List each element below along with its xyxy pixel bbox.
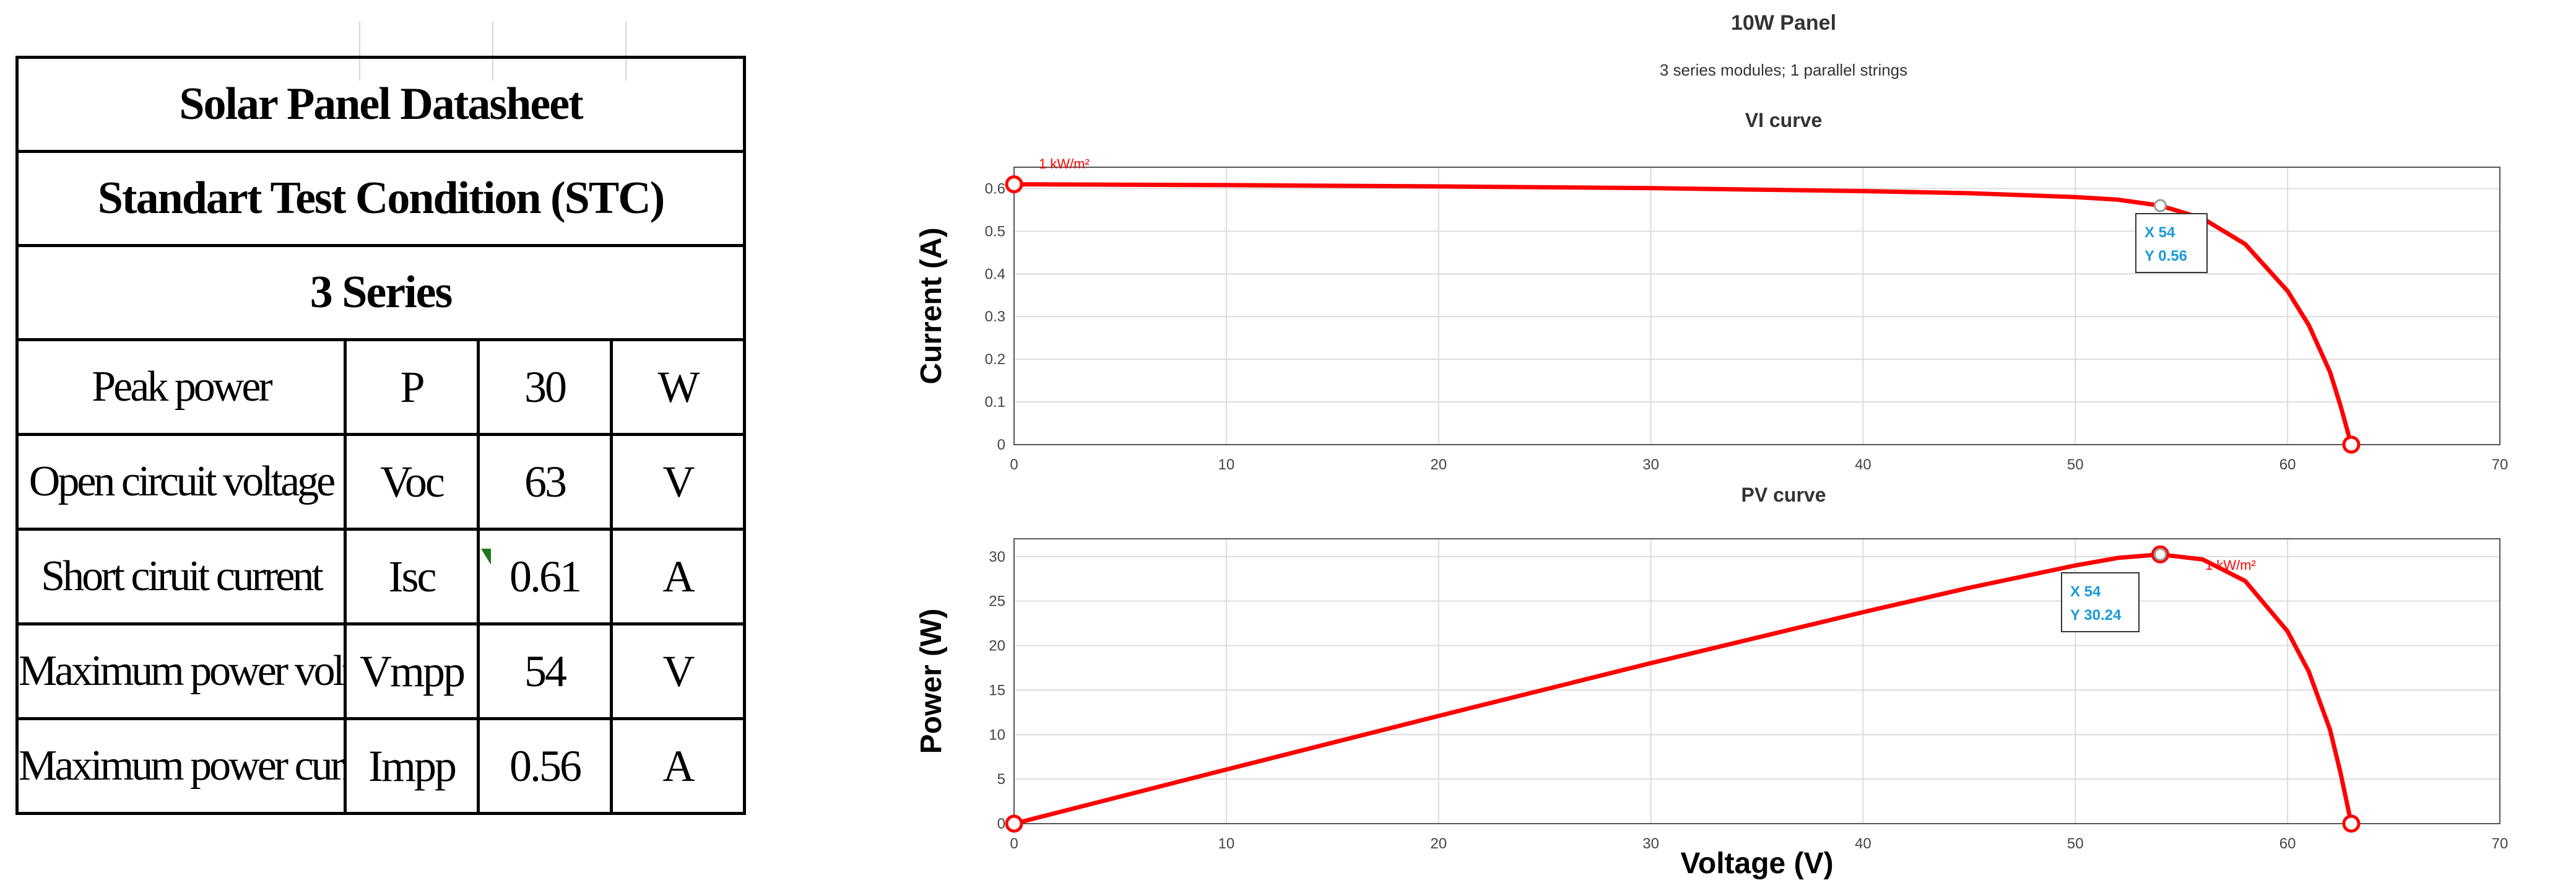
datatip-marker	[2153, 199, 2167, 212]
x-tick-label: 20	[1430, 456, 1447, 473]
data-marker	[1005, 814, 1023, 833]
x-tick-label: 30	[1642, 456, 1659, 473]
param-name: Peak power	[15, 338, 347, 436]
param-symbol: Impp	[344, 717, 480, 815]
datasheet-title: Solar Panel Datasheet	[15, 56, 747, 153]
datatip-y: Y 30.24	[2070, 607, 2122, 624]
table-row: Maximum power current Impp 0.56 A	[15, 717, 747, 815]
param-unit: A	[609, 528, 747, 625]
sheet-gridline	[492, 22, 493, 81]
data-marker	[2342, 814, 2361, 833]
param-value: 63	[477, 433, 613, 531]
x-tick-label: 30	[1642, 835, 1659, 852]
param-value: 54	[477, 622, 613, 720]
x-tick-label: 0	[1010, 456, 1018, 473]
x-tick-label: 40	[1855, 456, 1871, 473]
x-tick-label: 60	[2279, 835, 2296, 852]
y-tick-label: 10	[989, 726, 1005, 743]
y-tick-label: 0.5	[985, 223, 1005, 240]
series-line	[1013, 182, 2354, 445]
datasheet-table: Solar Panel Datasheet Standart Test Cond…	[15, 56, 747, 815]
sheet-gridline	[625, 22, 627, 81]
y-tick-label: 20	[989, 638, 1005, 655]
y-tick-label: 0	[997, 816, 1005, 832]
y-tick-label: 15	[989, 682, 1005, 699]
datatip-box	[2135, 213, 2208, 273]
y-axis-label: Power (W)	[915, 609, 948, 754]
x-tick-label: 10	[1218, 835, 1235, 852]
figure-title: 10W Panel	[1731, 11, 1836, 35]
param-unit: V	[609, 433, 747, 531]
datatip-y: Y 0.56	[2144, 248, 2187, 264]
table-row: Maximum power voltage Vmpp 54 V	[15, 622, 747, 720]
param-unit: W	[609, 338, 747, 436]
data-marker	[1005, 175, 1023, 194]
y-tick-label: 0.3	[985, 308, 1005, 325]
x-tick-label: 50	[2067, 456, 2084, 473]
param-symbol: P	[344, 338, 480, 436]
x-tick-label: 70	[2492, 835, 2509, 852]
figure-svg: 10W Panel 3 series modules; 1 parallel s…	[915, 11, 2509, 880]
y-tick-label: 25	[989, 593, 1005, 610]
series-line	[1013, 552, 2354, 826]
x-tick-label: 40	[1855, 835, 1871, 852]
param-value: 0.56	[477, 717, 613, 815]
datatip-x: X 54	[2070, 583, 2101, 600]
x-axis-label: Voltage (V)	[1680, 847, 1833, 880]
param-symbol: Voc	[344, 433, 480, 531]
y-tick-label: 5	[997, 771, 1005, 788]
x-tick-label: 0	[1010, 835, 1018, 852]
y-tick-label: 0.4	[985, 266, 1005, 282]
pv-chart: 0 10 20 30 40 50 60 70 0 5 10 15 20 25 30 Power (W) Volt…	[915, 538, 2509, 880]
param-name: Maximum power voltage	[15, 622, 347, 720]
datatip-marker	[2153, 547, 2167, 561]
x-tick-label: 70	[2492, 456, 2509, 473]
datatip-box	[2061, 572, 2140, 632]
plot-area	[1013, 167, 2500, 445]
x-tick-label: 20	[1430, 835, 1447, 852]
param-symbol: Vmpp	[344, 622, 480, 720]
table-row: Open circuit voltage Voc 63 V	[15, 433, 747, 531]
y-tick-label: 0.6	[985, 180, 1005, 197]
series-label: 1 kW/m²	[2205, 557, 2256, 573]
param-name: Maximum power current	[15, 717, 347, 815]
param-unit: A	[609, 717, 747, 815]
datasheet-condition: Standart Test Condition (STC)	[15, 150, 747, 247]
x-tick-label: 60	[2279, 456, 2296, 473]
series-label: 1 kW/m²	[1039, 156, 1090, 172]
y-tick-label: 0.1	[985, 394, 1005, 411]
plot-area	[1013, 538, 2500, 824]
sheet-gridline	[359, 22, 360, 81]
y-tick-label: 0.2	[985, 351, 1005, 368]
x-tick-label: 10	[1218, 456, 1235, 473]
y-tick-label: 30	[989, 549, 1005, 565]
pv-chart-title: PV curve	[1741, 484, 1826, 506]
figure-subtitle: 3 series modules; 1 parallel strings	[1660, 61, 1907, 79]
vi-chart: 0 10 20 30 40 50 60 70 0 0.1 0.2 0.3 0.4 0.5 0.6 Curren…	[915, 156, 2508, 473]
y-axis-label: Current (A)	[915, 227, 948, 384]
figure: 10W Panel 3 series modules; 1 parallel s…	[898, 0, 2576, 890]
param-value: 0.61	[477, 528, 613, 625]
param-value: 30	[477, 338, 613, 436]
param-name: Short ciruit current	[15, 528, 347, 625]
param-unit: V	[609, 622, 747, 720]
x-tick-label: 50	[2067, 835, 2084, 852]
y-tick-label: 0	[997, 437, 1005, 453]
datasheet-series: 3 Series	[15, 244, 747, 341]
data-marker	[2342, 435, 2361, 454]
param-symbol: Isc	[344, 528, 480, 625]
param-name: Open circuit voltage	[15, 433, 347, 531]
vi-chart-title: VI curve	[1745, 109, 1823, 131]
datatip-x: X 54	[2144, 224, 2175, 241]
table-row: Peak power P 30 W	[15, 338, 747, 436]
table-row: Short ciruit current Isc 0.61 A	[15, 528, 747, 625]
comment-indicator-icon	[481, 549, 491, 565]
datasheet: Solar Panel Datasheet Standart Test Cond…	[15, 22, 747, 845]
